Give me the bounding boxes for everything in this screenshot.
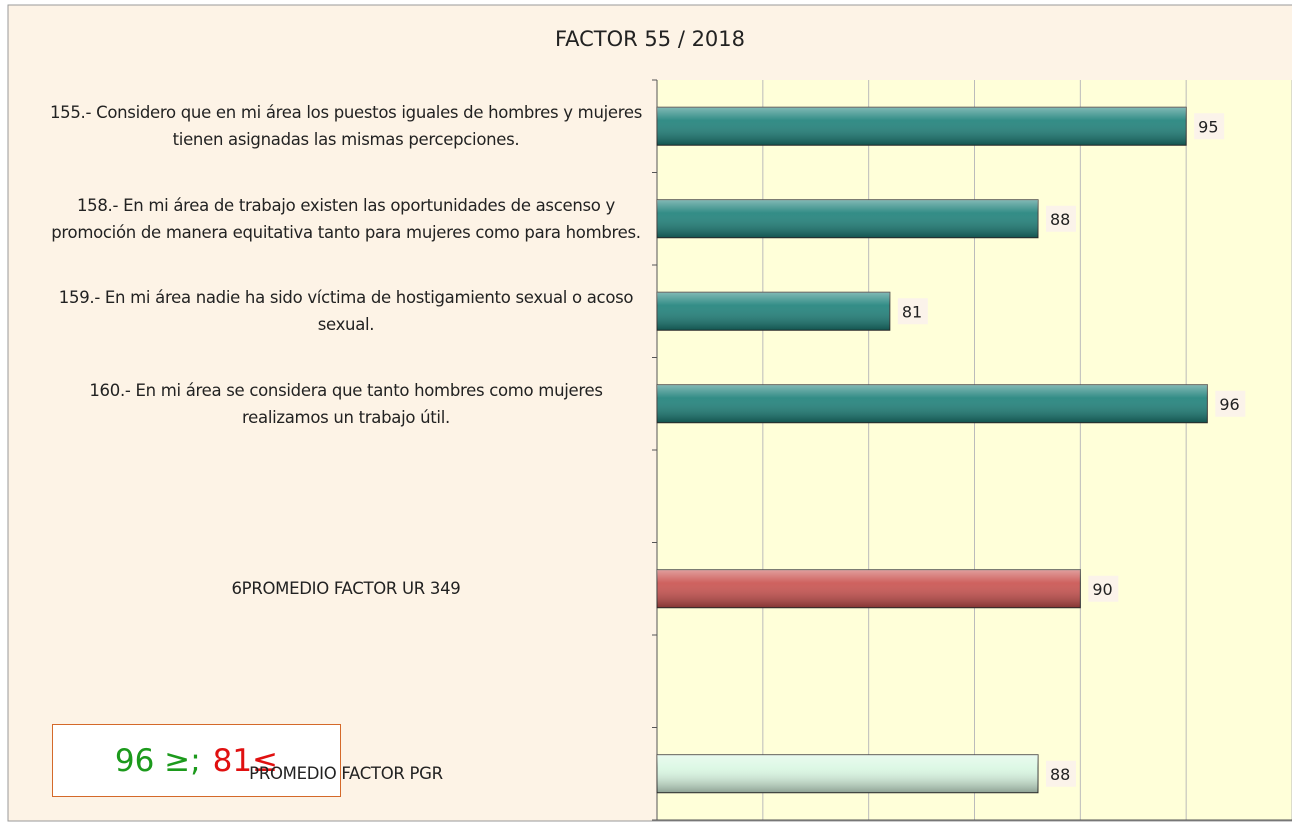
category-label: 160.- En mi área se considera que tanto … — [89, 380, 603, 427]
category-label: 6PROMEDIO FACTOR UR 349 — [231, 579, 461, 599]
value-label-bg — [1046, 205, 1076, 232]
annotation-text: 96 ≥; — [114, 742, 201, 779]
bar-shade — [657, 292, 890, 331]
value-label-bg — [1215, 390, 1246, 417]
bar-shade — [657, 107, 1187, 146]
value-label-bg — [1046, 760, 1076, 787]
chart-title: FACTOR 55 / 2018 — [555, 27, 745, 51]
annotation-text: 81≤ — [212, 742, 279, 779]
value-label-bg — [1088, 575, 1119, 602]
value-label: 95 — [1198, 117, 1218, 136]
bar-shade — [657, 199, 1038, 238]
value-label: 88 — [1050, 765, 1070, 784]
category-label: 155.- Considero que en mi área los puest… — [49, 103, 643, 150]
value-label: 88 — [1050, 210, 1070, 229]
annotation: 96 ≥; 81≤ — [52, 724, 341, 797]
bar-shade — [657, 384, 1208, 423]
value-label: 96 — [1219, 395, 1239, 414]
category-label: PROMEDIO FACTOR PGR — [249, 764, 443, 784]
category-label: 159.- En mi área nadie ha sido víctima d… — [58, 288, 634, 335]
value-label: 81 — [902, 302, 922, 321]
bar-shade — [657, 569, 1081, 608]
bar-shade — [657, 754, 1038, 793]
value-label-bg — [1194, 113, 1225, 140]
value-label: 90 — [1092, 580, 1112, 599]
value-label-bg — [897, 298, 928, 325]
category-label: 158.- En mi área de trabajo existen las … — [51, 195, 641, 242]
